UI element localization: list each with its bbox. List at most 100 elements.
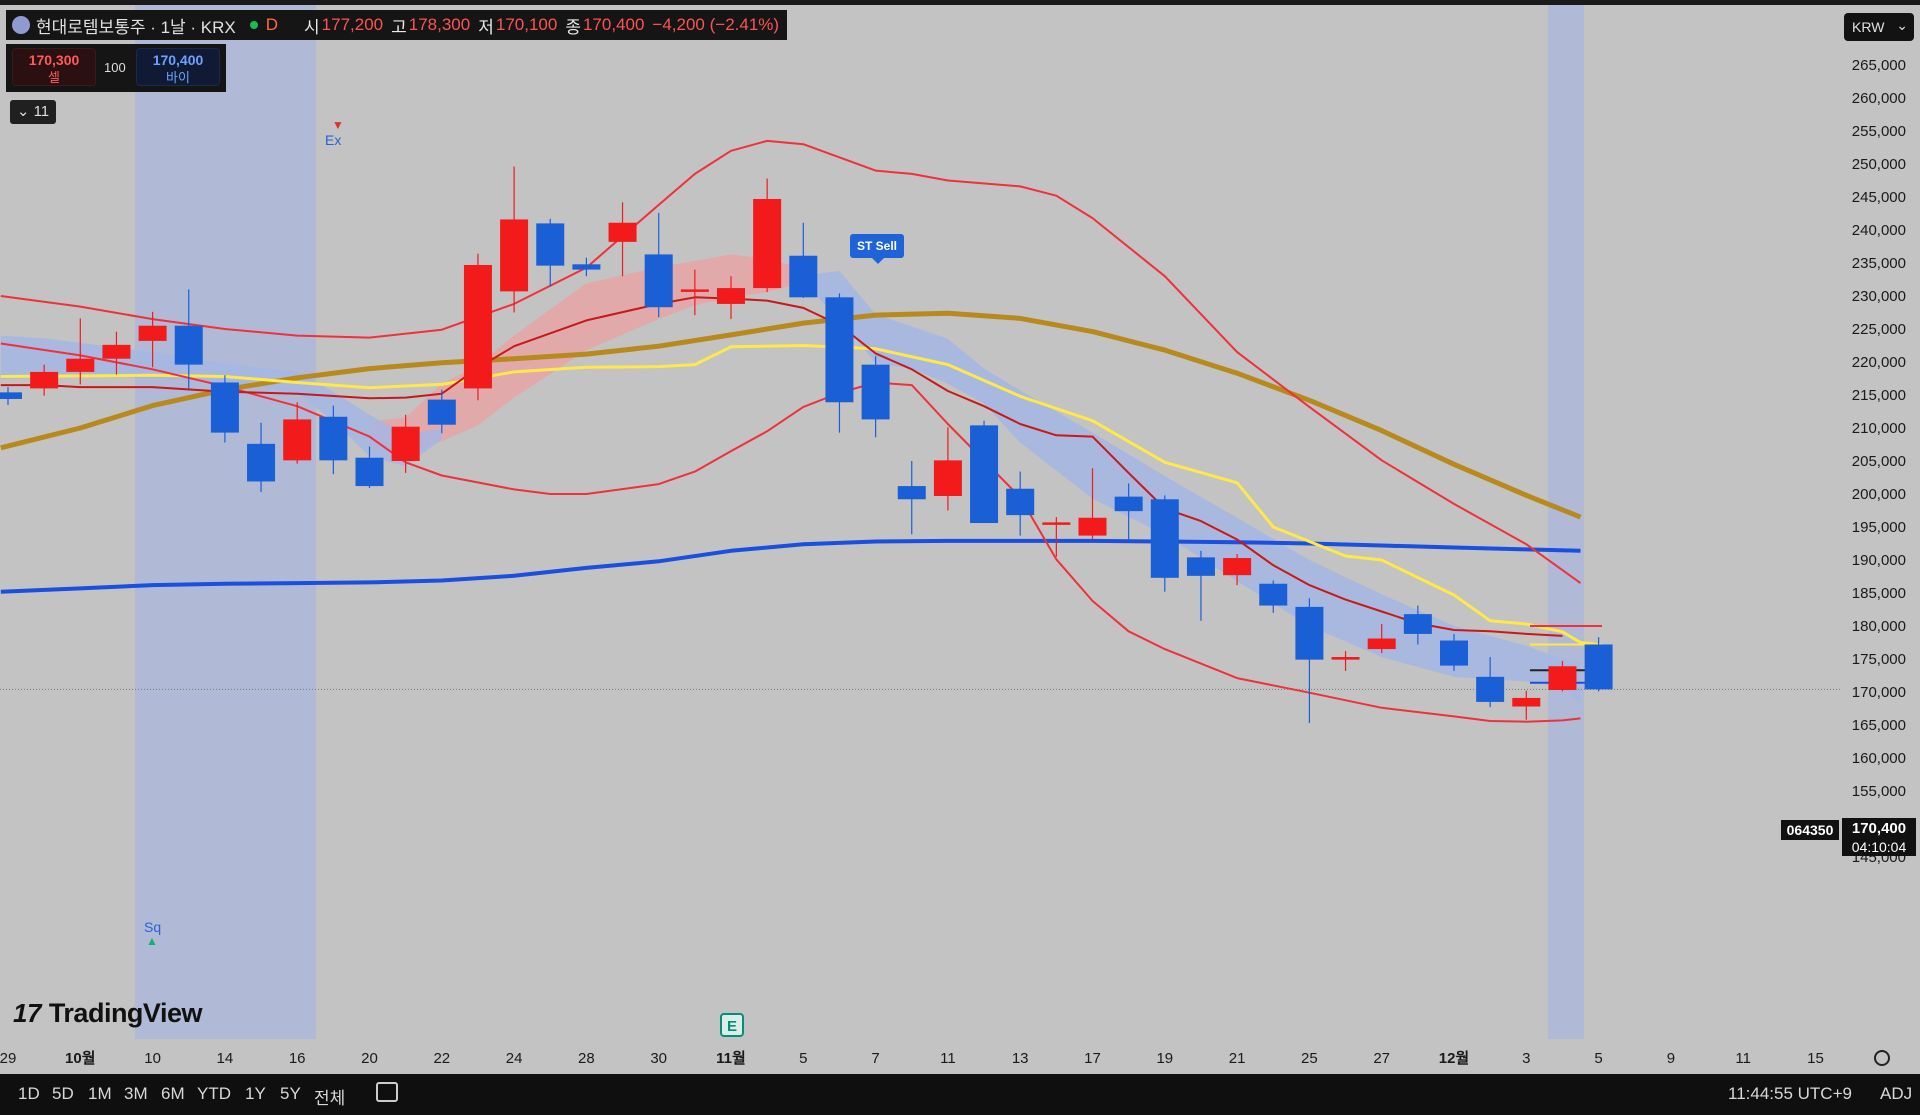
timeframe-button[interactable]: 5D	[52, 1084, 74, 1103]
sell-button[interactable]: 170,300 셀	[12, 48, 96, 86]
candle-body	[1114, 496, 1143, 512]
symbol-title[interactable]: 현대로템보통주 · 1날 · KRX	[36, 17, 236, 37]
ex-marker[interactable]: Ex	[325, 132, 342, 148]
candle-body	[319, 416, 348, 461]
candle-body	[1186, 557, 1215, 576]
candle	[970, 420, 999, 524]
earnings-marker[interactable]: E	[720, 1013, 744, 1037]
market-open-icon	[249, 21, 258, 29]
y-tick-label: 155,000	[1852, 783, 1906, 800]
brand-name: TradingView	[48, 998, 203, 1028]
calendar-range-icon[interactable]	[376, 1082, 398, 1102]
candle	[463, 253, 492, 401]
y-tick-label: 230,000	[1852, 288, 1906, 305]
candle	[1476, 657, 1505, 708]
sell-label: 셀	[48, 70, 60, 85]
symbol-legend[interactable]: 현대로템보통주 · 1날 · KRX D 시 177,200 고 178,300 저…	[6, 10, 788, 40]
timeframe-button[interactable]: 1M	[88, 1084, 112, 1103]
high-value: 178,300	[408, 15, 471, 34]
y-tick-label: 260,000	[1852, 90, 1906, 107]
candle	[1440, 633, 1468, 671]
x-tick-label: 28	[578, 1050, 595, 1067]
open-value: 177,200	[321, 15, 384, 34]
candle	[753, 178, 782, 293]
candle	[1295, 598, 1324, 724]
candle	[1150, 495, 1179, 592]
y-tick-label: 180,000	[1852, 618, 1906, 635]
candle-body	[30, 371, 59, 389]
currency-label: KRW	[1852, 19, 1885, 35]
st-sell-marker[interactable]: ST Sell	[850, 234, 904, 264]
candle	[30, 364, 59, 396]
candle-body	[897, 486, 926, 500]
candle-body	[355, 457, 384, 487]
sq-marker[interactable]: Sq	[144, 919, 162, 935]
buy-price: 170,400	[152, 52, 204, 68]
close-value: 170,400	[582, 15, 645, 34]
candle	[210, 375, 239, 443]
candle	[66, 318, 95, 385]
settings-gear-icon[interactable]	[1874, 1050, 1890, 1066]
highlight-region	[135, 5, 316, 1039]
candle	[717, 276, 745, 320]
timeframe-button[interactable]: 6M	[161, 1084, 185, 1103]
adj-toggle[interactable]: ADJ	[1880, 1084, 1913, 1103]
x-tick-label: 30	[650, 1050, 667, 1067]
candle	[536, 218, 565, 287]
candle-body	[1259, 583, 1288, 606]
x-tick-label: 11월	[716, 1050, 746, 1067]
series-line-band_red_mid	[0, 296, 1563, 637]
quantity-field[interactable]: 100	[104, 60, 126, 75]
tradingview-logo[interactable]: 17 TradingView	[13, 998, 202, 1029]
candle	[1512, 690, 1541, 720]
timeframe-button[interactable]: 1D	[18, 1084, 40, 1103]
candle	[861, 356, 890, 438]
candle	[608, 202, 637, 277]
y-tick-label: 175,000	[1852, 651, 1906, 668]
timeframe-button[interactable]: 1Y	[245, 1084, 266, 1103]
candle	[1259, 580, 1288, 613]
candle-body	[463, 264, 492, 389]
timeframe-button[interactable]: 전체	[314, 1089, 346, 1108]
timeframe-button[interactable]: 5Y	[280, 1084, 301, 1103]
bar-countdown: 04:10:04	[1851, 839, 1907, 855]
timeframe-button[interactable]: 3M	[124, 1084, 148, 1103]
low-value: 170,100	[495, 15, 558, 34]
clock-display[interactable]: 11:44:55 UTC+9	[1728, 1084, 1852, 1103]
buy-button[interactable]: 170,400 바이	[136, 48, 220, 86]
x-tick-label: 7	[871, 1050, 879, 1067]
indicator-count: 11	[33, 103, 50, 120]
candle-body	[1295, 606, 1324, 660]
y-tick-label: 240,000	[1852, 222, 1906, 239]
x-tick-label: 5	[1594, 1050, 1602, 1067]
y-tick-label: 205,000	[1852, 453, 1906, 470]
x-tick-label: 9	[1667, 1050, 1675, 1067]
top-strip	[0, 0, 1920, 5]
chevron-down-icon: ⌄	[16, 103, 30, 120]
candle	[247, 422, 276, 493]
candle-body	[644, 254, 673, 308]
x-tick-label: 22	[433, 1050, 450, 1067]
x-tick-label: 10월	[65, 1050, 96, 1067]
currency-selector[interactable]: KRW ⌄	[1844, 13, 1914, 41]
candle	[1403, 605, 1432, 645]
y-tick-label: 210,000	[1852, 420, 1906, 437]
candle	[1114, 483, 1143, 541]
low-label: 저	[478, 17, 494, 37]
x-tick-label: 14	[217, 1050, 234, 1067]
candle-body	[174, 325, 203, 365]
y-tick-label: 215,000	[1852, 387, 1906, 404]
indicators-collapse-button[interactable]: ⌄ 11	[10, 100, 56, 124]
candle-body	[1476, 676, 1505, 702]
y-tick-label: 245,000	[1852, 189, 1906, 206]
candle	[1331, 651, 1360, 671]
x-tick-label: 27	[1373, 1050, 1390, 1067]
price-chart[interactable]: 145,000150,000155,000160,000165,000170,0…	[0, 0, 1920, 1074]
candle-body	[680, 289, 709, 292]
candle	[1367, 624, 1396, 654]
y-tick-label: 250,000	[1852, 156, 1906, 173]
buy-label: 바이	[166, 70, 190, 85]
candle	[0, 387, 22, 405]
y-tick-label: 225,000	[1852, 321, 1906, 338]
timeframe-button[interactable]: YTD	[197, 1084, 231, 1103]
